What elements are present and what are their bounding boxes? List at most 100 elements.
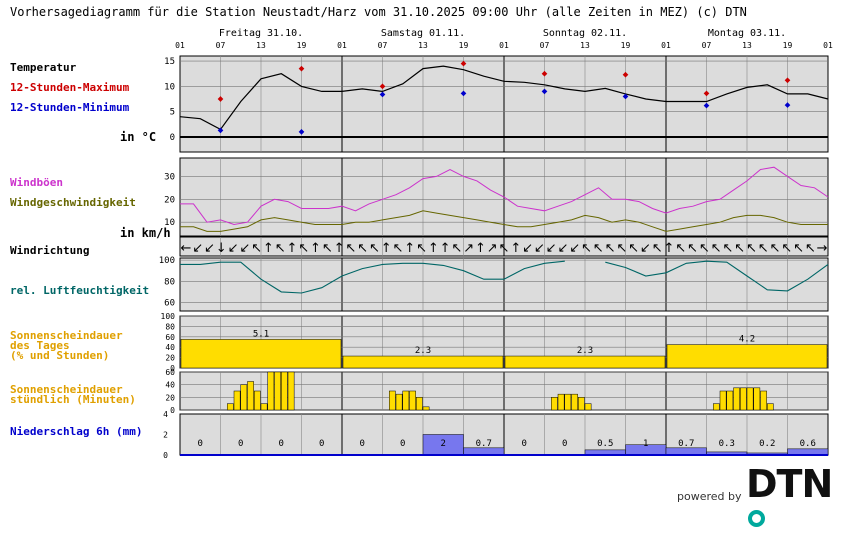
label-feuchte: rel. Luftfeuchtigkeit — [10, 284, 150, 297]
wind-direction-arrow: ↖ — [675, 241, 686, 256]
sun-daily-ytick-label: 0 — [170, 364, 175, 373]
humidity-line — [180, 260, 829, 294]
wind-direction-arrow: ↑ — [404, 241, 415, 256]
wind-direction-arrow: ↖ — [357, 241, 368, 256]
max-point — [784, 77, 791, 84]
wind-direction-arrow: ↖ — [734, 241, 745, 256]
wind-direction-arrow: ↙ — [640, 241, 651, 256]
sun-hourly-bar — [760, 390, 767, 411]
humidity-ytick-label: 60 — [164, 299, 175, 309]
day-label: Samstag 01.11. — [381, 28, 465, 39]
sun-hourly-bar — [551, 397, 558, 411]
wind-direction-arrow: ↙ — [228, 241, 239, 256]
sun-daily-hours-label: 5.1 — [253, 329, 269, 339]
wind-direction-arrow: ↖ — [298, 241, 309, 256]
hour-tick-label: 19 — [459, 41, 469, 50]
sun-hourly-bar — [233, 390, 241, 411]
rain-value-label: 0.2 — [759, 439, 775, 449]
rain-ytick-label: 2 — [163, 431, 168, 440]
hour-tick-label: 07 — [540, 41, 550, 50]
sun-hourly-bar — [753, 387, 761, 411]
label-sonne-std-1: Sonnenscheindauer — [10, 383, 123, 396]
day-label: Sonntag 02.11. — [543, 28, 627, 39]
min-point — [703, 102, 710, 109]
wind-direction-arrow: ↑ — [475, 241, 486, 256]
hour-tick-label: 13 — [256, 41, 266, 50]
wind-direction-arrow: ↙ — [546, 241, 557, 256]
hour-tick-label: 19 — [621, 41, 631, 50]
humidity-ytick-label: 100 — [159, 256, 175, 266]
hour-tick-label: 19 — [783, 41, 793, 50]
sun-hourly-bar — [571, 393, 578, 411]
max-point — [379, 83, 386, 90]
hour-tick-label: 13 — [418, 41, 428, 50]
rain-value-label: 0.5 — [597, 439, 613, 449]
sun-hourly-bar — [281, 371, 288, 411]
hour-tick-label: 07 — [216, 41, 226, 50]
wind-direction-arrow: ↑ — [428, 241, 439, 256]
max-point — [541, 70, 548, 77]
sun-hourly-bar — [557, 393, 565, 411]
sun-daily-ytick-label: 80 — [165, 322, 175, 331]
rain-value-label: 0 — [522, 439, 527, 449]
sun-hourly-bar — [287, 371, 295, 411]
max-point — [217, 96, 224, 102]
rain-value-label: 0 — [238, 439, 243, 449]
sun-hourly-ytick-label: 0 — [170, 406, 175, 415]
wind-direction-arrow: ↖ — [369, 241, 380, 256]
hour-tick-label: 01 — [175, 41, 185, 50]
page-title: Vorhersagediagramm für die Station Neust… — [10, 5, 747, 19]
wind-direction-arrow: → — [817, 241, 828, 256]
sun-hourly-bar — [274, 371, 281, 411]
sun-daily-hours-label: 4.2 — [739, 335, 755, 345]
label-sonne-tag-2: des Tages — [10, 339, 70, 352]
wind-direction-arrow: ↖ — [322, 241, 333, 256]
min-point — [217, 127, 224, 134]
wind-direction-arrow: ↖ — [781, 241, 792, 256]
wind-direction-arrow: ↖ — [275, 241, 286, 256]
wind-ytick-label: 10 — [164, 218, 175, 228]
min-point — [379, 91, 386, 98]
sun-daily-ytick-label: 60 — [165, 333, 175, 342]
sun-hourly-bar — [260, 403, 268, 411]
wind-direction-arrow: ↖ — [451, 241, 462, 256]
wind-direction-arrow: ↖ — [722, 241, 733, 256]
label-min: 12-Stunden-Minimum — [10, 101, 130, 114]
rain-value-label: 0 — [279, 439, 284, 449]
sun-hourly-bar — [247, 381, 254, 411]
label-temperatur: Temperatur — [10, 61, 77, 74]
label-temp-unit: in °C — [120, 130, 157, 144]
label-niederschlag: Niederschlag 6h (mm) — [10, 425, 143, 438]
sun-daily-bar — [666, 344, 828, 369]
sun-hourly-bar — [740, 387, 747, 411]
rain-value-label: 0 — [319, 439, 324, 449]
sun-daily-ytick-label: 20 — [165, 354, 175, 363]
hour-tick-label: 13 — [580, 41, 590, 50]
sun-hourly-bar — [767, 403, 774, 411]
sun-hourly-bar — [746, 387, 754, 411]
sun-daily-ytick-label: 100 — [161, 312, 176, 321]
sun-daily-hours-label: 2.3 — [577, 346, 593, 356]
hour-tick-label: 07 — [378, 41, 388, 50]
wind-direction-arrow: ↑ — [381, 241, 392, 256]
sun-hourly-bar — [726, 390, 734, 411]
humidity-ytick-label: 80 — [164, 277, 175, 287]
wind-direction-arrow: ↖ — [345, 241, 356, 256]
sun-daily-bar — [180, 339, 342, 369]
wind-direction-arrow: ↑ — [310, 241, 321, 256]
sun-hourly-bar — [402, 390, 410, 411]
temp-ytick-label: 0 — [170, 133, 175, 143]
wind-direction-arrow: ↖ — [711, 241, 722, 256]
wind-direction-arrow: ↖ — [581, 241, 592, 256]
sun-hourly-bar — [254, 390, 261, 411]
sun-daily-bar — [342, 355, 504, 369]
forecast-chart: Freitag 31.10. Samstag 01.11. Sonntag 02.1… — [159, 28, 833, 460]
wind-direction-arrow: ↙ — [522, 241, 533, 256]
temp-ytick-label: 15 — [164, 57, 175, 67]
hour-tick-label: 01 — [823, 41, 833, 50]
wind-direction-arrow: ↖ — [628, 241, 639, 256]
sun-hourly-bar — [416, 397, 423, 411]
sun-hourly-bar — [713, 403, 720, 411]
wind-direction-arrow: ↙ — [204, 241, 215, 256]
wind-direction-arrow: ↑ — [263, 241, 274, 256]
